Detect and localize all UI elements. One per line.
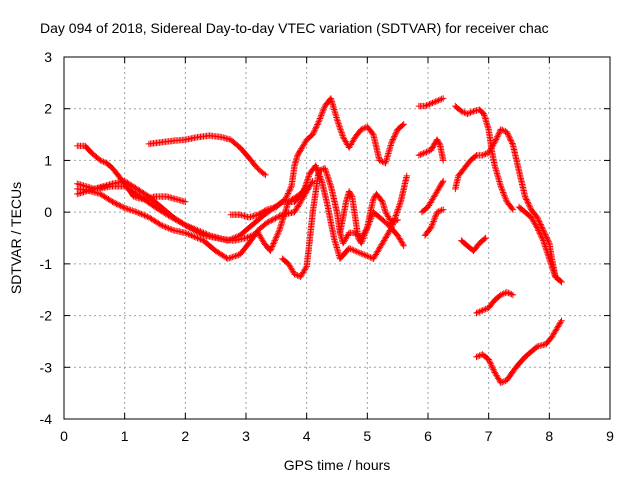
series-arc-11 (415, 136, 447, 164)
series-arc-1 (74, 142, 189, 205)
series-markers (421, 206, 447, 239)
x-tick-label: 4 (303, 428, 311, 444)
x-tick-label: 9 (606, 428, 614, 444)
x-tick-label: 2 (181, 428, 189, 444)
series-markers (458, 234, 489, 255)
y-tick-label: -3 (40, 359, 53, 375)
series-arc-10 (415, 95, 447, 110)
series-arc-17 (515, 203, 565, 286)
data-points (74, 95, 565, 386)
plot-frame (63, 56, 611, 420)
x-tick-label: 5 (363, 428, 371, 444)
series-markers (336, 188, 401, 247)
series-markers (227, 146, 304, 221)
y-tick-label: 1 (44, 152, 52, 168)
series-markers (297, 95, 407, 167)
x-axis-label: GPS time / hours (284, 457, 391, 473)
y-tick-label: 3 (44, 49, 52, 65)
y-tick-label: -4 (40, 411, 53, 427)
series-arc-9 (336, 188, 401, 247)
y-tick-label: 0 (44, 204, 52, 220)
series-markers (74, 142, 189, 205)
x-tick-label: 8 (545, 428, 553, 444)
x-tick-label: 3 (242, 428, 250, 444)
series-markers (452, 126, 565, 286)
series-arc-8 (297, 95, 407, 167)
y-axis-label: SDTVAR / TECUs (8, 182, 24, 294)
series-markers (415, 136, 447, 164)
series-markers (74, 177, 316, 262)
chart-title: Day 094 of 2018, Sidereal Day-to-day VTE… (40, 20, 549, 36)
series-markers (473, 317, 565, 386)
series-arc-15 (452, 126, 565, 286)
series-arc-14 (452, 102, 517, 213)
y-tick-label: -2 (40, 308, 53, 324)
series-arc-12 (418, 177, 447, 216)
x-tick-label: 7 (485, 428, 493, 444)
series-markers (473, 289, 517, 317)
series-arc-6 (227, 146, 304, 221)
series-markers (452, 102, 517, 213)
series-arc-18 (473, 289, 517, 317)
series-arc-19 (473, 317, 565, 386)
series-arc-13 (421, 206, 447, 239)
series-markers (145, 132, 269, 179)
x-tick-label: 0 (60, 428, 68, 444)
y-tick-label: 2 (44, 101, 52, 117)
series-arc-5 (145, 132, 269, 179)
series-arc-2 (74, 177, 316, 262)
series-markers (415, 95, 447, 110)
series-markers (418, 177, 447, 216)
x-tick-label: 6 (424, 428, 432, 444)
series-markers (515, 203, 565, 286)
y-tick-label: -1 (40, 256, 53, 272)
x-tick-label: 1 (121, 428, 129, 444)
series-arc-16 (458, 234, 489, 255)
